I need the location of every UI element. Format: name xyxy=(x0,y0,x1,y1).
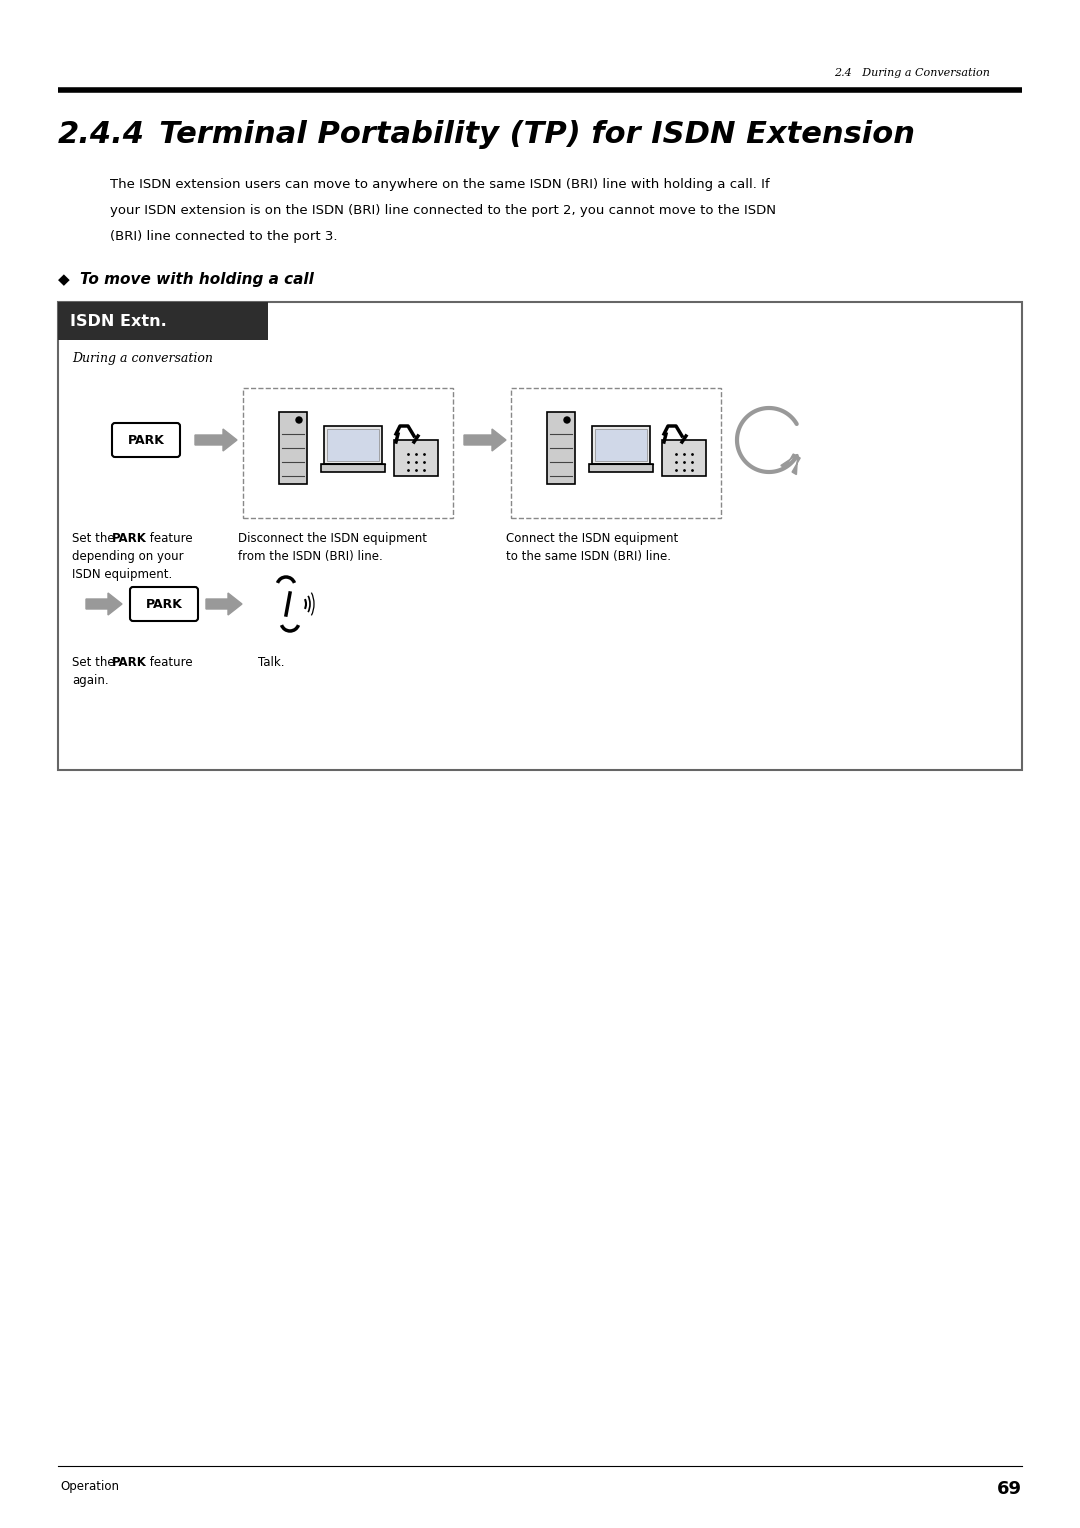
Bar xyxy=(592,426,650,465)
Text: from the ISDN (BRI) line.: from the ISDN (BRI) line. xyxy=(238,550,382,562)
Text: To move with holding a call: To move with holding a call xyxy=(80,272,314,287)
Text: Terminal Portability (TP) for ISDN Extension: Terminal Portability (TP) for ISDN Exten… xyxy=(138,121,915,150)
Circle shape xyxy=(564,417,570,423)
Text: Connect the ISDN equipment: Connect the ISDN equipment xyxy=(507,532,678,545)
Text: Operation: Operation xyxy=(60,1481,119,1493)
Bar xyxy=(243,388,453,518)
FancyArrow shape xyxy=(206,593,242,614)
Text: 2.4.4: 2.4.4 xyxy=(58,121,145,150)
Text: to the same ISDN (BRI) line.: to the same ISDN (BRI) line. xyxy=(507,550,671,562)
Text: 69: 69 xyxy=(997,1481,1022,1497)
Text: 2.4   During a Conversation: 2.4 During a Conversation xyxy=(834,69,990,78)
Text: Disconnect the ISDN equipment: Disconnect the ISDN equipment xyxy=(238,532,427,545)
Bar xyxy=(321,465,384,472)
Bar xyxy=(394,440,438,477)
FancyBboxPatch shape xyxy=(112,423,180,457)
FancyArrow shape xyxy=(195,429,237,451)
Text: Set the: Set the xyxy=(72,656,119,669)
Text: again.: again. xyxy=(72,674,109,688)
FancyArrow shape xyxy=(464,429,507,451)
Bar xyxy=(595,429,647,461)
Text: The ISDN extension users can move to anywhere on the same ISDN (BRI) line with h: The ISDN extension users can move to any… xyxy=(110,177,770,191)
Text: (BRI) line connected to the port 3.: (BRI) line connected to the port 3. xyxy=(110,231,337,243)
Text: your ISDN extension is on the ISDN (BRI) line connected to the port 2, you canno: your ISDN extension is on the ISDN (BRI)… xyxy=(110,205,777,217)
Text: feature: feature xyxy=(146,532,192,545)
Text: During a conversation: During a conversation xyxy=(72,351,213,365)
Bar xyxy=(279,413,307,484)
Bar xyxy=(58,303,268,341)
FancyArrow shape xyxy=(86,593,122,614)
Bar xyxy=(546,413,575,484)
FancyArrow shape xyxy=(781,454,800,475)
Circle shape xyxy=(296,417,302,423)
Bar xyxy=(324,426,382,465)
Text: depending on your: depending on your xyxy=(72,550,184,562)
Text: PARK: PARK xyxy=(127,434,164,446)
Text: feature: feature xyxy=(146,656,192,669)
FancyBboxPatch shape xyxy=(130,587,198,620)
Text: ISDN Extn.: ISDN Extn. xyxy=(70,313,166,329)
Bar xyxy=(662,440,706,477)
Text: Set the: Set the xyxy=(72,532,119,545)
Text: ISDN equipment.: ISDN equipment. xyxy=(72,568,172,581)
Text: PARK: PARK xyxy=(112,656,147,669)
Bar xyxy=(58,303,1022,770)
Bar xyxy=(511,388,721,518)
Bar xyxy=(589,465,653,472)
Text: ◆: ◆ xyxy=(58,272,70,287)
Text: PARK: PARK xyxy=(112,532,147,545)
Bar xyxy=(327,429,379,461)
Text: Talk.: Talk. xyxy=(258,656,284,669)
Text: PARK: PARK xyxy=(146,597,183,611)
